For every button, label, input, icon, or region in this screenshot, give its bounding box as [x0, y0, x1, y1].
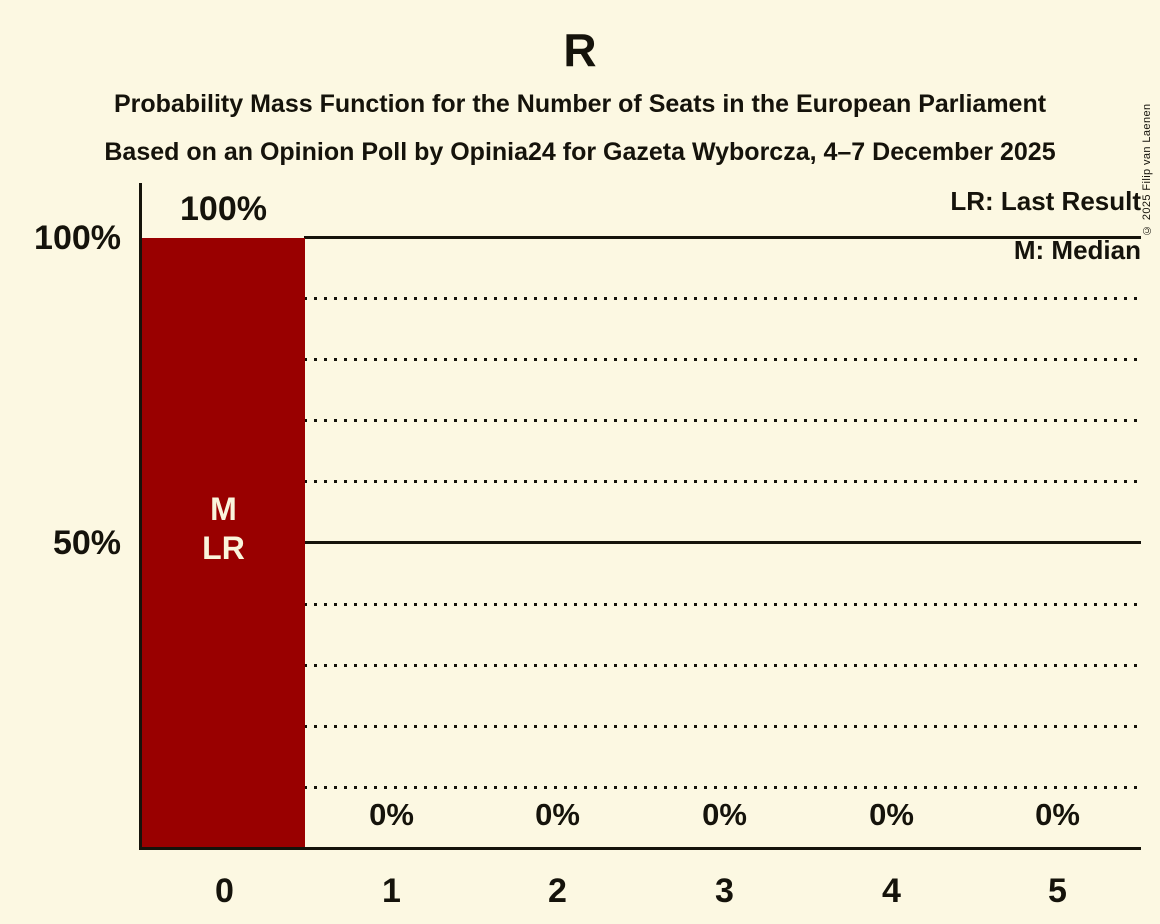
bar-value-label-4: 0%	[869, 797, 914, 832]
x-axis-label-0: 0	[215, 872, 234, 910]
bar-value-label-3: 0%	[702, 797, 747, 832]
copyright-notice: © 2025 Filip van Laenen	[1141, 103, 1153, 236]
bar-annotation-median-lastresult: M LR	[142, 490, 305, 568]
chart-subtitle-line2: Based on an Opinion Poll by Opinia24 for…	[104, 138, 1056, 166]
gridline-dotted-60	[304, 480, 1141, 483]
y-axis-label-100: 100%	[34, 219, 121, 257]
gridline-dotted-40	[304, 603, 1141, 606]
gridline-dotted-90	[304, 297, 1141, 300]
bar-seats-0	[142, 238, 305, 847]
gridline-solid-50	[304, 541, 1141, 544]
gridline-dotted-20	[304, 725, 1141, 728]
y-axis-line	[139, 183, 142, 850]
gridline-dotted-70	[304, 419, 1141, 422]
legend-last-result: LR: Last Result	[950, 186, 1141, 216]
bar-value-label-0: 100%	[180, 190, 267, 228]
x-axis-line	[139, 847, 1141, 850]
gridline-dotted-80	[304, 358, 1141, 361]
gridline-dotted-30	[304, 664, 1141, 667]
legend-median: M: Median	[1013, 235, 1141, 265]
x-axis-label-2: 2	[548, 872, 567, 910]
y-axis-label-50: 50%	[52, 524, 121, 562]
x-axis-label-5: 5	[1048, 872, 1067, 910]
bar-value-label-5: 0%	[1035, 797, 1080, 832]
x-axis-label-3: 3	[715, 872, 734, 910]
x-axis-label-4: 4	[882, 872, 901, 910]
bar-value-label-2: 0%	[535, 797, 580, 832]
median-marker: M	[210, 491, 237, 527]
last-result-marker: LR	[202, 530, 245, 566]
bar-value-label-1: 0%	[369, 797, 414, 832]
gridline-dotted-10	[304, 786, 1141, 789]
chart-subtitle-line1: Probability Mass Function for the Number…	[113, 90, 1047, 118]
x-axis-label-1: 1	[382, 872, 401, 910]
chart-title: R	[563, 24, 597, 76]
gridline-solid-100	[304, 236, 1141, 239]
